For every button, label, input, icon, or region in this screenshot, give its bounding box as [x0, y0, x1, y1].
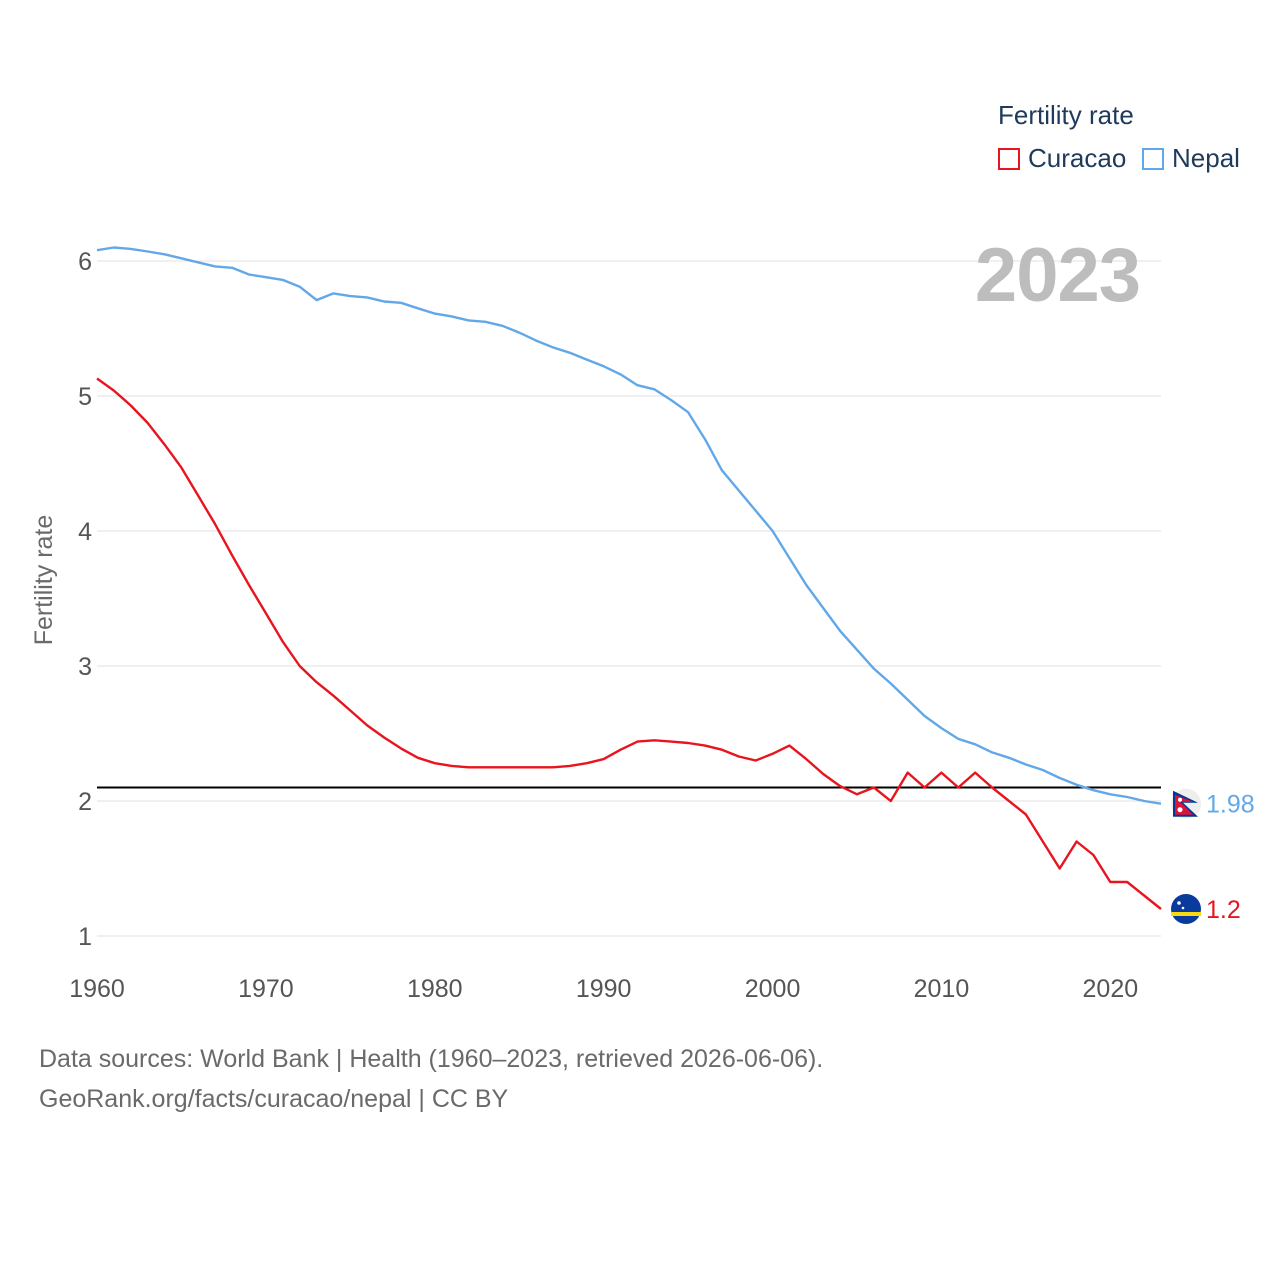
end-label-curacao: 1.2 — [1206, 896, 1241, 924]
x-tick-label: 2020 — [1083, 975, 1139, 1003]
year-label: 2023 — [974, 233, 1141, 318]
series-line-nepal[interactable] — [96, 246, 1162, 805]
legend-label-curacao: Curacao — [1028, 143, 1127, 173]
legend-swatch-curacao — [998, 147, 1020, 170]
end-label-nepal: 1.98 — [1206, 791, 1255, 819]
y-tick-label: 1 — [78, 923, 92, 951]
y-tick-label: 3 — [78, 653, 92, 681]
x-tick-label: 1990 — [576, 975, 632, 1003]
series-line-curacao[interactable] — [96, 377, 1162, 910]
x-tick-label: 1960 — [69, 975, 125, 1003]
grid-lines — [97, 260, 1161, 937]
legend-swatch-nepal — [1142, 147, 1164, 170]
flag-icon-curacao — [1171, 894, 1201, 924]
y-axis-ticks: 1 2 3 4 5 6 — [78, 248, 92, 951]
y-tick-label: 4 — [78, 518, 92, 546]
x-tick-label: 2010 — [914, 975, 970, 1003]
y-axis-label: Fertility rate — [30, 515, 58, 646]
x-tick-label: 1970 — [238, 975, 294, 1003]
x-axis-ticks: 1960 1970 1980 1990 2000 2010 2020 — [69, 975, 1138, 1003]
attribution-link[interactable]: GeoRank.org/facts/curacao/nepal | CC BY — [39, 1085, 509, 1113]
series-endpoints: 1.2 1.98 — [1171, 788, 1255, 924]
legend-item-curacao[interactable]: Curacao — [998, 143, 1126, 174]
legend-label-nepal: Nepal — [1172, 143, 1240, 173]
y-tick-label: 2 — [78, 788, 92, 816]
series-lines — [96, 246, 1162, 910]
y-tick-label: 5 — [78, 383, 92, 411]
legend-title: Fertility rate — [998, 100, 1134, 130]
y-tick-label: 6 — [78, 248, 92, 276]
source-line: Data sources: World Bank | Health (1960–… — [39, 1045, 824, 1073]
flag-icon-nepal — [1171, 788, 1201, 819]
x-tick-label: 1980 — [407, 975, 463, 1003]
x-tick-label: 2000 — [745, 975, 801, 1003]
legend-item-nepal[interactable]: Nepal — [1142, 143, 1240, 174]
